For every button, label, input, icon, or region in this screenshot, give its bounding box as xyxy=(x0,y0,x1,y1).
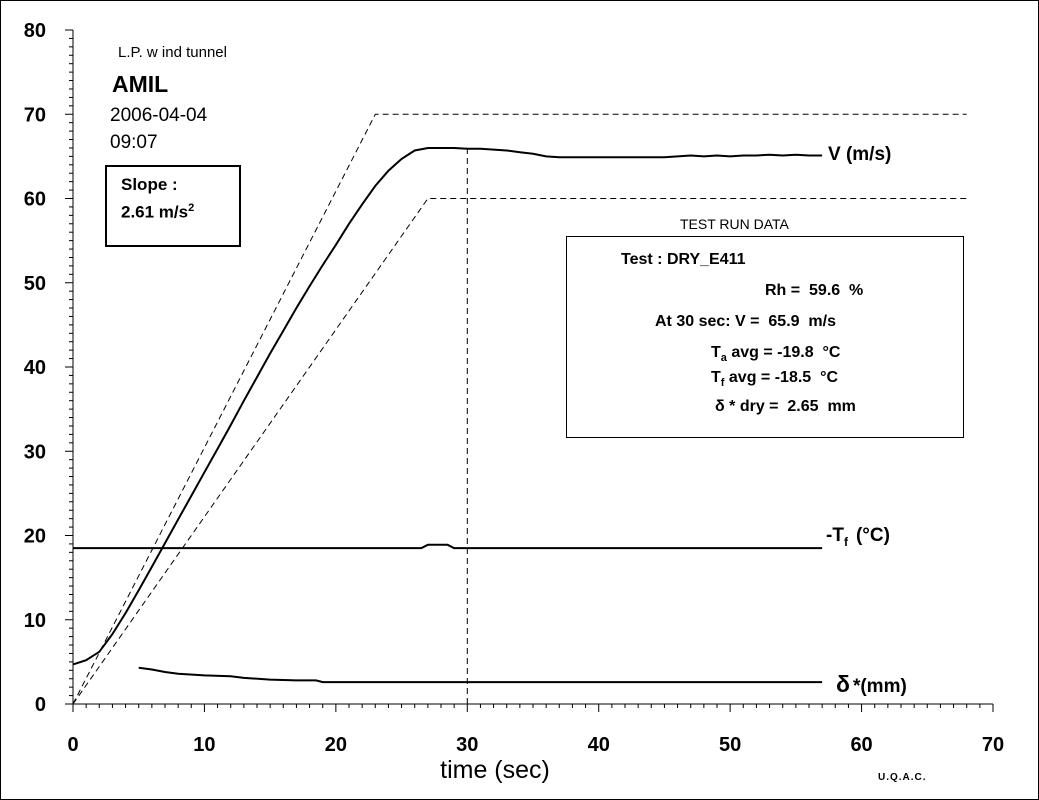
temp-unit: (°C) xyxy=(856,525,890,546)
x-axis-label: time (sec) xyxy=(440,756,550,784)
axis-ticks: 0 10 20 30 40 50 60 70 80 0 10 20 30 40 50 60 70 xyxy=(24,20,1004,756)
rh-value: 59.6 xyxy=(809,282,841,299)
ta-subscript: a xyxy=(720,352,727,365)
tf-subscript: f xyxy=(720,377,725,390)
delta-label: δ * dry = xyxy=(715,398,779,415)
ta-value: -19.8 xyxy=(777,344,814,361)
delta-row: δ * dry = 2.65 mm xyxy=(715,398,856,416)
rh-unit: % xyxy=(849,282,864,299)
x-tick-label: 20 xyxy=(325,734,347,756)
x-tick-label: 0 xyxy=(67,734,78,756)
v30-unit: m/s xyxy=(808,313,836,330)
y-tick-label: 70 xyxy=(24,104,46,126)
test-run-box: Test : DRY_E411 Rh = 59.6 % At 30 sec: V… xyxy=(566,236,964,438)
footer-credit: U.Q.A.C. xyxy=(878,772,927,783)
y-tick-label: 50 xyxy=(24,273,46,295)
time-label: 09:07 xyxy=(110,132,158,153)
thickness-symbol: δ xyxy=(836,671,850,697)
ta-label: avg = xyxy=(731,344,773,361)
series-label-temperature: -Tf (°C) xyxy=(826,525,890,549)
series-line-2 xyxy=(138,666,823,684)
ta-row: Ta avg = -19.8 °C xyxy=(711,344,840,364)
thickness-rest: *(mm) xyxy=(853,676,907,697)
ta-unit: °C xyxy=(822,344,841,361)
ta-symbol: T xyxy=(711,344,721,361)
series-layer xyxy=(72,113,967,705)
tf-value: -18.5 xyxy=(774,369,812,386)
temp-subscript: f xyxy=(844,535,849,549)
site-label: L.P. w ind tunnel xyxy=(118,44,227,61)
chart-title: AMIL xyxy=(112,71,169,97)
x-tick-label: 40 xyxy=(588,734,610,756)
tf-row: Tf avg = -18.5 °C xyxy=(711,369,838,389)
test-label: Test : xyxy=(621,251,663,268)
slope-value: 2.61 m/s2 xyxy=(121,202,194,223)
v30-label: At 30 sec: V = xyxy=(655,313,760,330)
y-tick-label: 40 xyxy=(24,357,46,379)
series-line-3 xyxy=(72,113,967,705)
y-tick-label: 30 xyxy=(24,441,46,463)
slope-number: 2.61 m/s xyxy=(121,202,189,222)
y-tick-label: 10 xyxy=(24,610,46,632)
series-line-1 xyxy=(73,543,823,550)
rh-row: Rh = 59.6 % xyxy=(765,282,863,300)
test-value: DRY_E411 xyxy=(666,251,746,268)
x-tick-label: 30 xyxy=(456,734,478,756)
y-tick-label: 60 xyxy=(24,189,46,211)
delta-value: 2.65 xyxy=(787,398,819,415)
tf-symbol: T xyxy=(711,369,721,386)
v30-value: 65.9 xyxy=(768,313,800,330)
y-tick-label: 0 xyxy=(35,694,46,716)
slope-label: Slope : xyxy=(121,175,178,194)
tf-unit: °C xyxy=(820,369,839,386)
rh-label: Rh = xyxy=(765,282,801,299)
slope-box: Slope : 2.61 m/s2 xyxy=(105,165,241,247)
series-line-0 xyxy=(72,147,823,666)
series-label-velocity: V (m/s) xyxy=(828,144,891,165)
x-tick-label: 10 xyxy=(193,734,215,756)
date-label: 2006-04-04 xyxy=(110,105,208,126)
x-tick-label: 60 xyxy=(850,734,872,756)
series-label-thickness: δ *(mm) xyxy=(836,671,907,697)
v30-row: At 30 sec: V = 65.9 m/s xyxy=(655,313,836,331)
delta-unit: mm xyxy=(827,398,856,415)
x-tick-label: 50 xyxy=(719,734,741,756)
test-row: Test : DRY_E411 xyxy=(621,251,746,269)
x-tick-label: 70 xyxy=(982,734,1004,756)
y-tick-label: 80 xyxy=(24,20,46,42)
series-line-4 xyxy=(72,198,967,705)
tf-label: avg = xyxy=(728,369,771,386)
y-tick-label: 20 xyxy=(24,526,46,548)
slope-exponent: 2 xyxy=(188,202,195,214)
test-run-heading: TEST RUN DATA xyxy=(680,216,789,232)
temp-prefix: -T xyxy=(826,525,844,546)
